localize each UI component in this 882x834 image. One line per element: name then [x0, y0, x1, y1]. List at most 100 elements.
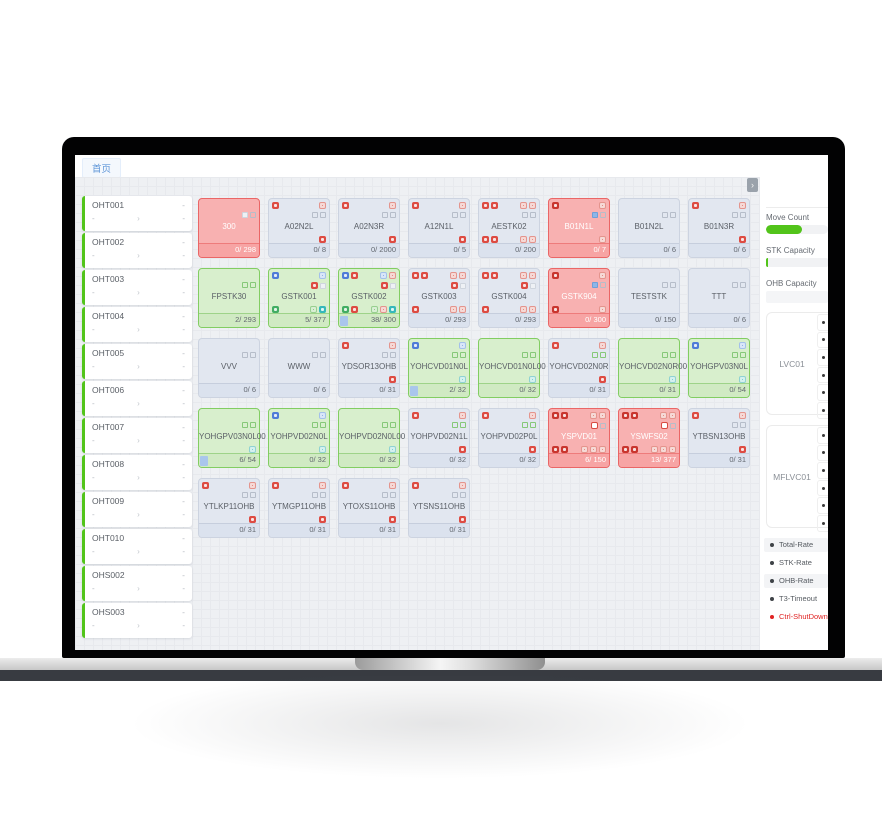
vehicle-value-right: - [182, 237, 185, 247]
station-count: 0/ 298 [199, 243, 259, 257]
station-card[interactable]: YOHGPV03N0L 0/ 54 [688, 338, 750, 398]
green-o-status-icon [310, 306, 317, 313]
expand-chevron-icon[interactable]: › [137, 621, 140, 630]
vehicle-card[interactable]: OHT008 - - › - [82, 455, 192, 490]
status-icon-zone [692, 412, 699, 419]
expand-chevron-icon[interactable]: › [137, 473, 140, 482]
station-count: 0/ 6 [199, 383, 259, 397]
vehicle-value-bottom-left: - [92, 547, 95, 556]
expand-chevron-icon[interactable]: › [137, 547, 140, 556]
red-o-status-icon [459, 272, 466, 279]
vehicle-card[interactable]: OHT003 - - › - [82, 270, 192, 305]
station-card[interactable]: YTLKP11OHB 0/ 31 [198, 478, 260, 538]
station-card[interactable]: YOHPVD02N0L00 0/ 32 [338, 408, 406, 468]
station-card[interactable]: YOHCVD02N0R 0/ 31 [548, 338, 610, 398]
station-card[interactable]: YOHCVD02N0R00 0/ 31 [618, 338, 687, 398]
station-card[interactable]: GSTK904 0/ 300 [548, 268, 610, 328]
legend-item[interactable]: Ctrl-ShutDown [764, 610, 828, 624]
station-card[interactable]: TESTSTK 0/ 150 [618, 268, 680, 328]
vehicle-card[interactable]: OHT010 - - › - [82, 529, 192, 564]
expand-chevron-icon[interactable]: › [137, 584, 140, 593]
station-card[interactable]: YTBSN13OHB 0/ 31 [688, 408, 750, 468]
expand-chevron-icon[interactable]: › [137, 362, 140, 371]
station-card[interactable]: VVV 0/ 6 [198, 338, 260, 398]
station-title: WWW [287, 362, 311, 371]
vehicle-card[interactable]: OHT009 - - › - [82, 492, 192, 527]
move-count-fill [766, 225, 802, 234]
expand-chevron-icon[interactable]: › [137, 325, 140, 334]
legend-item[interactable]: T3-Timeout [764, 592, 828, 606]
station-card[interactable]: WWW 0/ 6 [268, 338, 330, 398]
status-icon-zone [520, 236, 536, 243]
station-card[interactable]: B01N1L 0/ 7 [548, 198, 610, 258]
station-card[interactable]: A12N1L 0/ 5 [408, 198, 470, 258]
controller-slot [817, 314, 828, 331]
station-card[interactable]: YTOXS11OHB 0/ 31 [338, 478, 400, 538]
expand-chevron-icon[interactable]: › [137, 214, 140, 223]
vehicle-card[interactable]: OHT005 - - › - [82, 344, 192, 379]
controller-box[interactable]: MFLVC01 [766, 425, 828, 532]
station-card[interactable]: YOHPVD02P0L 0/ 32 [478, 408, 540, 468]
vehicle-card[interactable]: OHT001 - - › - [82, 196, 192, 231]
station-count: 0/ 293 [479, 313, 539, 327]
tab-home[interactable]: 首页 [82, 158, 122, 178]
station-card[interactable]: GSTK002 38/ 300 [338, 268, 400, 328]
red-dark-status-icon [631, 446, 638, 453]
expand-chevron-icon[interactable]: › [137, 288, 140, 297]
vehicle-name: OHT008 [92, 459, 125, 469]
red-status-icon [421, 272, 428, 279]
red-o-status-icon [599, 306, 606, 313]
station-card[interactable]: A02N2L 0/ 8 [268, 198, 330, 258]
station-card[interactable]: YOHGPV03N0L00 6/ 54 [198, 408, 266, 468]
station-card[interactable]: FPSTK30 2/ 293 [198, 268, 260, 328]
station-title: TESTSTK [630, 292, 667, 301]
station-card[interactable]: YSWFS02 13/ 377 [618, 408, 680, 468]
vehicle-card[interactable]: OHT006 - - › - [82, 381, 192, 416]
station-count: 0/ 31 [269, 523, 329, 537]
station-card[interactable]: GSTK004 0/ 293 [478, 268, 540, 328]
sq-grey-status-icon [250, 492, 256, 498]
station-card[interactable]: YTSNS11OHB 0/ 31 [408, 478, 470, 538]
red-o-status-icon [669, 446, 676, 453]
status-icon-zone [520, 272, 536, 279]
station-card[interactable]: YOHPVD02N1L 0/ 32 [408, 408, 470, 468]
station-card[interactable]: B01N3R 0/ 6 [688, 198, 750, 258]
controller-slot [817, 444, 828, 462]
station-card[interactable]: GSTK001 5/ 377 [268, 268, 330, 328]
vehicle-card[interactable]: OHT002 - - › - [82, 233, 192, 268]
controller-box[interactable]: LVC01 [766, 312, 828, 419]
station-title: YSWFS02 [630, 432, 668, 441]
legend-item[interactable]: Total-Rate [764, 538, 828, 552]
vehicle-card[interactable]: OHS002 - - › - [82, 566, 192, 601]
station-card[interactable]: A02N3R 0/ 2000 [338, 198, 400, 258]
expand-chevron-icon[interactable]: › [137, 251, 140, 260]
station-card[interactable]: YOHCVD01N0L00 0/ 32 [478, 338, 546, 398]
legend-item[interactable]: STK-Rate [764, 556, 828, 570]
vehicle-name: OHT009 [92, 496, 125, 506]
station-card[interactable]: AESTK02 0/ 200 [478, 198, 540, 258]
station-card[interactable]: GSTK003 0/ 293 [408, 268, 470, 328]
station-card[interactable]: B01N2L 0/ 6 [618, 198, 680, 258]
station-title: YOHPVD02N0L00 [339, 432, 406, 441]
expand-chevron-icon[interactable]: › [137, 436, 140, 445]
station-card[interactable]: 300 0/ 298 [198, 198, 260, 258]
station-card[interactable]: YSPVD01 6/ 150 [548, 408, 610, 468]
expand-chevron-icon[interactable]: › [137, 399, 140, 408]
panel-collapse-button[interactable]: › [747, 178, 758, 192]
vehicle-card[interactable]: OHS003 - - › - [82, 603, 192, 638]
station-card[interactable]: TTT 0/ 6 [688, 268, 750, 328]
vehicle-value-right: - [182, 459, 185, 469]
station-card[interactable]: YTMGP11OHB 0/ 31 [268, 478, 330, 538]
status-icon-zone [319, 202, 326, 209]
station-card[interactable]: YOHCVD01N0L 2/ 32 [408, 338, 470, 398]
vehicle-name: OHT007 [92, 422, 125, 432]
vehicle-card[interactable]: OHT004 - - › - [82, 307, 192, 342]
legend-item[interactable]: OHB-Rate [764, 574, 828, 588]
red-status-icon [389, 516, 396, 523]
status-icon-zone [739, 236, 746, 243]
vehicle-card[interactable]: OHT007 - - › - [82, 418, 192, 453]
station-card[interactable]: YOHPVD02N0L 0/ 32 [268, 408, 330, 468]
expand-chevron-icon[interactable]: › [137, 510, 140, 519]
red-dark-status-icon [552, 306, 559, 313]
station-card[interactable]: YDSOR13OHB 0/ 31 [338, 338, 400, 398]
